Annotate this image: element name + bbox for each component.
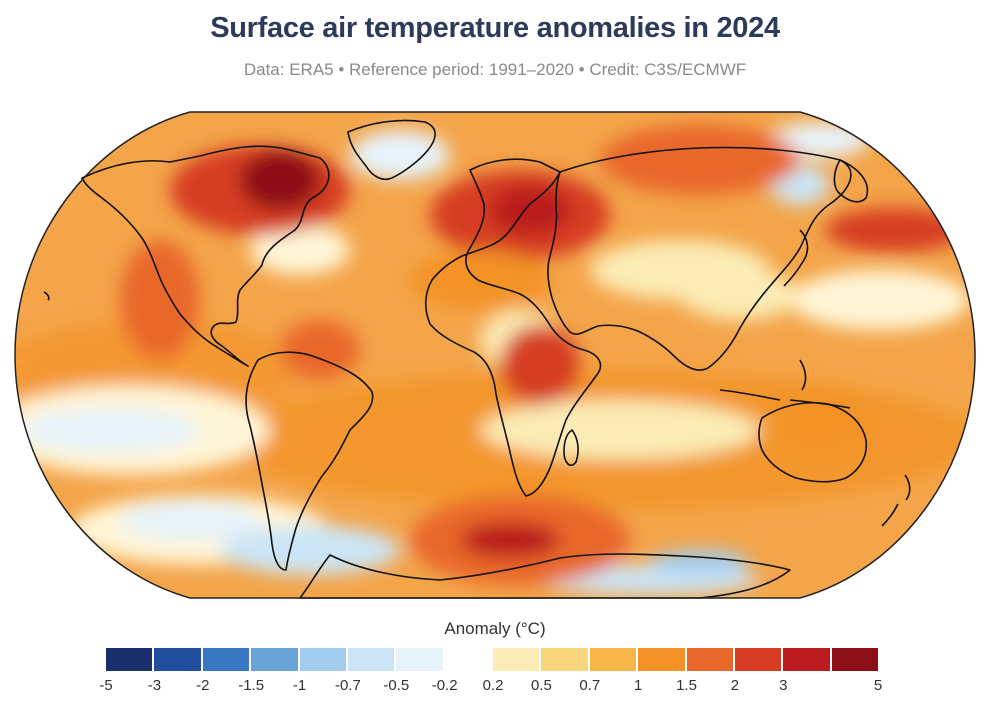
- new-zealand-outline: [881, 474, 911, 527]
- colorbar-tick-label: 1: [633, 677, 643, 694]
- colorbar-segment: [396, 648, 443, 671]
- colorbar-segment: [831, 648, 878, 671]
- colorbar-segment: [106, 648, 153, 671]
- colorbar-tick-label: -0.5: [383, 677, 410, 694]
- colorbar-segment: [347, 648, 395, 671]
- colorbar-tick-label: -5: [99, 677, 113, 694]
- colorbar-tick-label: -3: [147, 677, 162, 694]
- legend-title: Anomaly (°C): [444, 619, 546, 638]
- colorbar-tick-label: 1.5: [676, 677, 697, 694]
- colorbar-tick-label: 0.2: [482, 677, 504, 694]
- page-title: Surface air temperature anomalies in 202…: [210, 12, 780, 44]
- asia-outline: [547, 146, 852, 371]
- colorbar-segment: [493, 648, 540, 671]
- japan-outline: [783, 229, 809, 287]
- map-frame: [14, 111, 976, 599]
- colorbar-segment: [299, 648, 346, 671]
- colorbar-tick-label: -1: [292, 677, 307, 694]
- colorbar-tick-label: 3: [779, 677, 788, 694]
- antarctica-outline: [299, 553, 791, 599]
- colorbar-segment: [444, 648, 491, 671]
- australia-outline: [758, 401, 868, 483]
- colorbar-tick-label: 0.5: [530, 677, 552, 694]
- colorbar-segment: [541, 648, 588, 671]
- colorbar-segment: [589, 648, 637, 671]
- colorbar-tick-label: 5: [873, 677, 883, 694]
- colorbar-tick-label: -0.7: [334, 677, 361, 694]
- colorbar-segment: [638, 648, 685, 671]
- colorbar-segment: [154, 648, 201, 671]
- colorbar-tick-label: -1.5: [238, 677, 265, 694]
- colorbar-segment: [686, 648, 733, 671]
- greenland-outline: [347, 119, 436, 181]
- north-america-outline: [81, 145, 330, 367]
- colorbar-tick-label: 2: [730, 677, 740, 694]
- colorbar-ticks: -5 -3 -2 -1.5 -1 -0.7 -0.5 -0.2 0.2 0.5 0.7 1 1.5 2 3 5: [0, 677, 990, 699]
- anomaly-map: [14, 111, 976, 599]
- south-america-outline: [245, 351, 374, 571]
- colorbar-tick-label: -2: [196, 677, 210, 694]
- europe-africa-outline: [424, 158, 602, 497]
- madagascar-outline: [563, 429, 579, 467]
- colorbar-tick-label: 0.7: [579, 677, 601, 694]
- page-subtitle: Data: ERA5 • Reference period: 1991–2020…: [243, 60, 747, 79]
- colorbar-segment: [202, 648, 250, 671]
- map-field: [15, 112, 975, 598]
- kamchatka-outline: [833, 159, 869, 203]
- colorbar: [106, 648, 880, 671]
- hawaii-outline: [43, 291, 50, 301]
- colorbar-segment: [251, 648, 298, 671]
- coastlines: [43, 119, 911, 599]
- colorbar-segment: [783, 648, 830, 671]
- colorbar-tick-label: -0.2: [431, 677, 458, 694]
- colorbar-segment: [734, 648, 782, 671]
